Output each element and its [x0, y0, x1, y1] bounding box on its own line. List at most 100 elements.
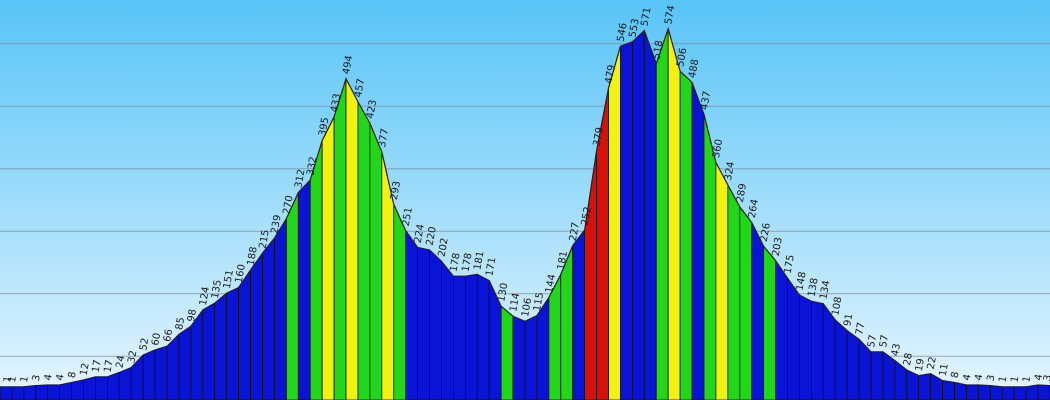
- profile-segment: [572, 228, 586, 400]
- value-label: 1: [1021, 375, 1033, 383]
- profile-segment: [47, 384, 61, 400]
- value-label: 215: [258, 229, 272, 250]
- value-label: 289: [735, 183, 749, 204]
- profile-segment: [309, 140, 323, 400]
- profile-segment: [512, 315, 526, 400]
- value-label: 57: [866, 334, 879, 348]
- profile-line: [0, 26, 1050, 388]
- profile-segment: [250, 251, 263, 400]
- value-label: 1: [2, 375, 14, 383]
- profile-segment: [787, 276, 800, 400]
- profile-segment: [238, 268, 251, 400]
- profile-segment: [978, 384, 991, 400]
- profile-segment: [357, 100, 371, 400]
- profile-segment: [142, 349, 156, 400]
- value-label: 494: [341, 55, 355, 76]
- value-label: 264: [747, 198, 761, 219]
- value-label: 4: [1033, 373, 1045, 381]
- profile-segment: [846, 329, 860, 400]
- profile-segment: [321, 116, 335, 400]
- profile-segment: [942, 380, 955, 400]
- value-label: 203: [771, 236, 785, 257]
- profile-segment: [966, 384, 979, 400]
- value-label: 160: [234, 263, 248, 284]
- value-label: 202: [437, 237, 451, 258]
- profile-segment: [11, 386, 25, 400]
- profile-segment: [870, 351, 884, 400]
- profile-segment: [297, 179, 311, 400]
- profile-segment: [1001, 386, 1015, 400]
- value-label: 106: [520, 297, 534, 318]
- value-label: 178: [449, 252, 463, 273]
- value-label: 134: [818, 280, 832, 301]
- value-label: 4: [43, 373, 55, 381]
- profile-segment: [154, 345, 168, 400]
- profile-segment: [1013, 386, 1027, 400]
- value-label: 181: [472, 250, 486, 271]
- value-label: 12: [79, 362, 92, 376]
- value-label: 379: [592, 126, 606, 147]
- profile-segment: [715, 162, 729, 400]
- value-label: 178: [460, 252, 474, 273]
- value-label: 24: [114, 355, 127, 369]
- value-label: 226: [759, 222, 773, 243]
- value-label: 135: [210, 279, 224, 300]
- profile-segment: [453, 275, 466, 400]
- value-label: 130: [496, 282, 510, 303]
- profile-segments: [0, 28, 1050, 400]
- profile-segment: [23, 385, 37, 400]
- profile-segment: [643, 30, 657, 400]
- value-label: 1: [997, 375, 1009, 383]
- value-label: 175: [783, 254, 797, 275]
- value-label: 506: [675, 47, 689, 68]
- profile-segment: [476, 273, 490, 400]
- value-label: 8: [950, 371, 962, 379]
- value-label: 138: [806, 277, 820, 298]
- profile-segment: [667, 28, 681, 400]
- value-label: 270: [281, 195, 295, 216]
- value-label: 437: [699, 90, 713, 111]
- profile-segment: [1037, 384, 1050, 400]
- profile-segment: [500, 305, 514, 400]
- profile-segment: [751, 222, 765, 400]
- profile-segment: [918, 373, 932, 400]
- value-label: 574: [663, 5, 677, 26]
- profile-segment: [262, 236, 275, 400]
- value-label: 1: [1009, 375, 1021, 383]
- value-label: 4: [974, 373, 986, 381]
- value-label: 293: [389, 180, 403, 201]
- value-label: 85: [174, 316, 187, 330]
- value-label: 108: [830, 296, 844, 317]
- profile-segment: [608, 46, 621, 400]
- profile-segment: [35, 384, 49, 400]
- value-label: 91: [842, 313, 855, 327]
- value-label: 518: [651, 40, 665, 61]
- value-label: 546: [616, 22, 630, 43]
- profile-segment: [679, 70, 693, 400]
- profile-segment: [417, 247, 430, 400]
- profile-segment: [631, 29, 645, 400]
- profile-segment: [655, 28, 669, 400]
- value-label: 11: [938, 363, 951, 377]
- value-label: 43: [890, 343, 903, 357]
- value-label: 227: [568, 221, 582, 242]
- value-label: 1: [19, 375, 31, 383]
- value-label: 3: [1042, 374, 1050, 382]
- profile-segment: [405, 229, 419, 400]
- value-label: 144: [544, 273, 558, 294]
- profile-segment: [620, 41, 633, 400]
- value-label: 52: [138, 337, 151, 351]
- value-label: 77: [854, 321, 867, 335]
- profile-segment: [274, 217, 287, 400]
- value-label: 57: [878, 334, 891, 348]
- profile-segment: [345, 78, 359, 400]
- value-labels: 11 1 3 4 4 8 121717243252606685981241351511601…: [2, 5, 1050, 384]
- profile-segment: [691, 82, 705, 400]
- profile-segment: [202, 302, 216, 400]
- value-label: 251: [401, 206, 415, 227]
- value-label: 324: [723, 161, 737, 182]
- profile-segment: [989, 385, 1003, 400]
- value-label: 115: [532, 291, 546, 312]
- value-label: 1: [7, 375, 19, 383]
